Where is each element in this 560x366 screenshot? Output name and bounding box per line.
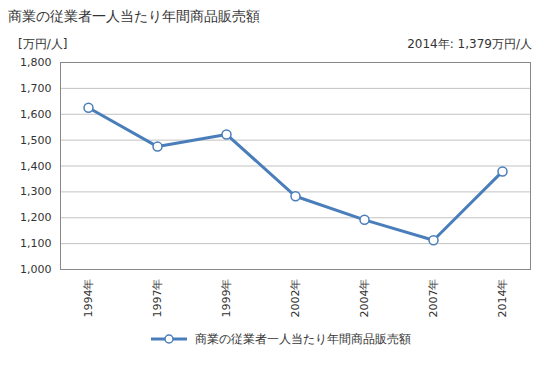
svg-text:1,800: 1,800 <box>20 56 52 69</box>
svg-text:1997年: 1997年 <box>151 279 164 318</box>
svg-text:2004年: 2004年 <box>358 279 371 318</box>
html-text:商業の従業者一人当たり年間商品販売額: 商業の従業者一人当たり年間商品販売額 <box>8 8 260 24</box>
svg-text:1,600: 1,600 <box>20 108 52 121</box>
svg-text:1,200: 1,200 <box>20 211 52 224</box>
svg-text:1994年: 1994年 <box>82 279 95 318</box>
svg-text:1,500: 1,500 <box>20 134 52 147</box>
html-text:商業の従業者一人当たり年間商品販売額: 商業の従業者一人当たり年間商品販売額 <box>195 331 411 346</box>
svg-text:1,400: 1,400 <box>20 160 52 173</box>
svg-text:1,000: 1,000 <box>20 263 52 276</box>
svg-text:1999年: 1999年 <box>220 279 233 318</box>
html-text:[万円/人]: [万円/人] <box>18 37 68 51</box>
svg-text:1,100: 1,100 <box>20 237 52 250</box>
html-text:2014年: 1,379万円/人: 2014年: 1,379万円/人 <box>407 37 532 51</box>
svg-text:2002年: 2002年 <box>289 279 302 318</box>
svg-text:1,300: 1,300 <box>20 185 52 198</box>
svg-text:2014年: 2014年 <box>496 279 509 318</box>
svg-text:1,700: 1,700 <box>20 82 52 95</box>
svg-text:2007年: 2007年 <box>427 279 440 318</box>
